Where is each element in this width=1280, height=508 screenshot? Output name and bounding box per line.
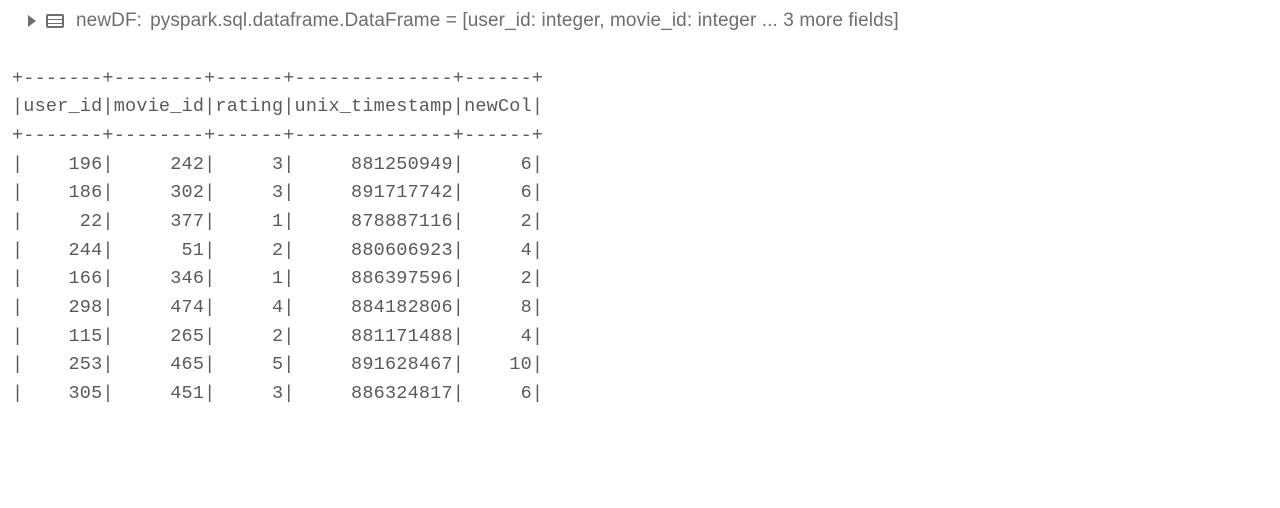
expand-arrow-icon[interactable] xyxy=(28,15,36,27)
dataframe-variable-name: newDF: xyxy=(76,10,142,32)
output-cell: newDF: pyspark.sql.dataframe.DataFrame =… xyxy=(0,0,1280,409)
dataframe-type-summary: pyspark.sql.dataframe.DataFrame = [user_… xyxy=(150,10,899,32)
schema-summary-row[interactable]: newDF: pyspark.sql.dataframe.DataFrame =… xyxy=(0,10,1280,38)
dataframe-icon xyxy=(46,14,64,28)
dataframe-ascii-output: +-------+--------+------+--------------+… xyxy=(0,57,1280,409)
